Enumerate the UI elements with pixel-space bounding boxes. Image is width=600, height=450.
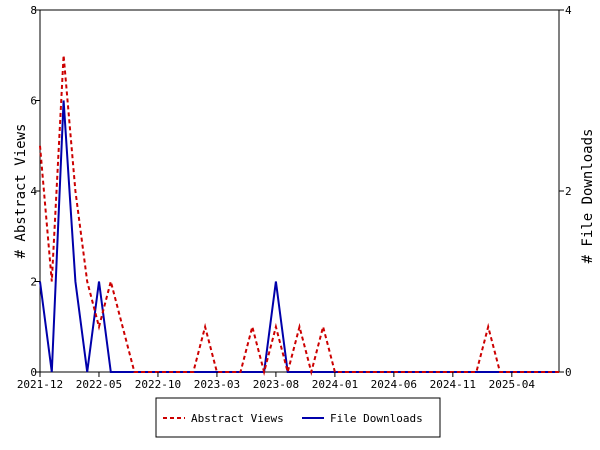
left-y-tick-label: 0: [30, 366, 37, 379]
x-axis: 2021-12 2022-05 2022-10 2023-03 2023-08 2024-…: [17, 372, 536, 391]
x-tick-label: 2023-08: [253, 378, 299, 391]
x-tick-label: 2024-11: [430, 378, 476, 391]
plot-area: [39, 9, 560, 373]
series-line-abstract-views: [39, 55, 559, 376]
legend: Abstract Views File Downloads: [155, 397, 441, 438]
left-y-tick-label: 2: [30, 276, 37, 289]
right-y-tick-label: 0: [565, 366, 572, 379]
left-y-tick-label: 6: [30, 95, 37, 108]
x-tick-label: 2025-04: [489, 378, 536, 391]
x-tick-label: 2024-01: [312, 378, 358, 391]
left-y-axis: 0 2 4 6 8: [30, 4, 40, 379]
right-y-axis: 0 2 4: [559, 4, 572, 379]
series-lines: [39, 55, 559, 376]
left-axis-title: # Abstract Views: [13, 124, 29, 259]
legend-label-file-downloads: File Downloads: [330, 412, 423, 425]
x-tick-label: 2022-05: [76, 378, 122, 391]
x-tick-label: 2023-03: [194, 378, 240, 391]
legend-label-abstract-views: Abstract Views: [191, 412, 284, 425]
x-tick-label: 2024-06: [371, 378, 417, 391]
left-y-tick-label: 8: [30, 4, 37, 17]
right-axis-title: # File Downloads: [580, 129, 596, 264]
right-y-tick-label: 4: [565, 4, 572, 17]
right-y-tick-label: 2: [565, 185, 572, 198]
series-line-file-downloads: [39, 100, 559, 373]
x-tick-label: 2022-10: [135, 378, 181, 391]
x-tick-label: 2021-12: [17, 378, 63, 391]
left-y-tick-label: 4: [30, 185, 37, 198]
legend-box: [155, 397, 441, 438]
